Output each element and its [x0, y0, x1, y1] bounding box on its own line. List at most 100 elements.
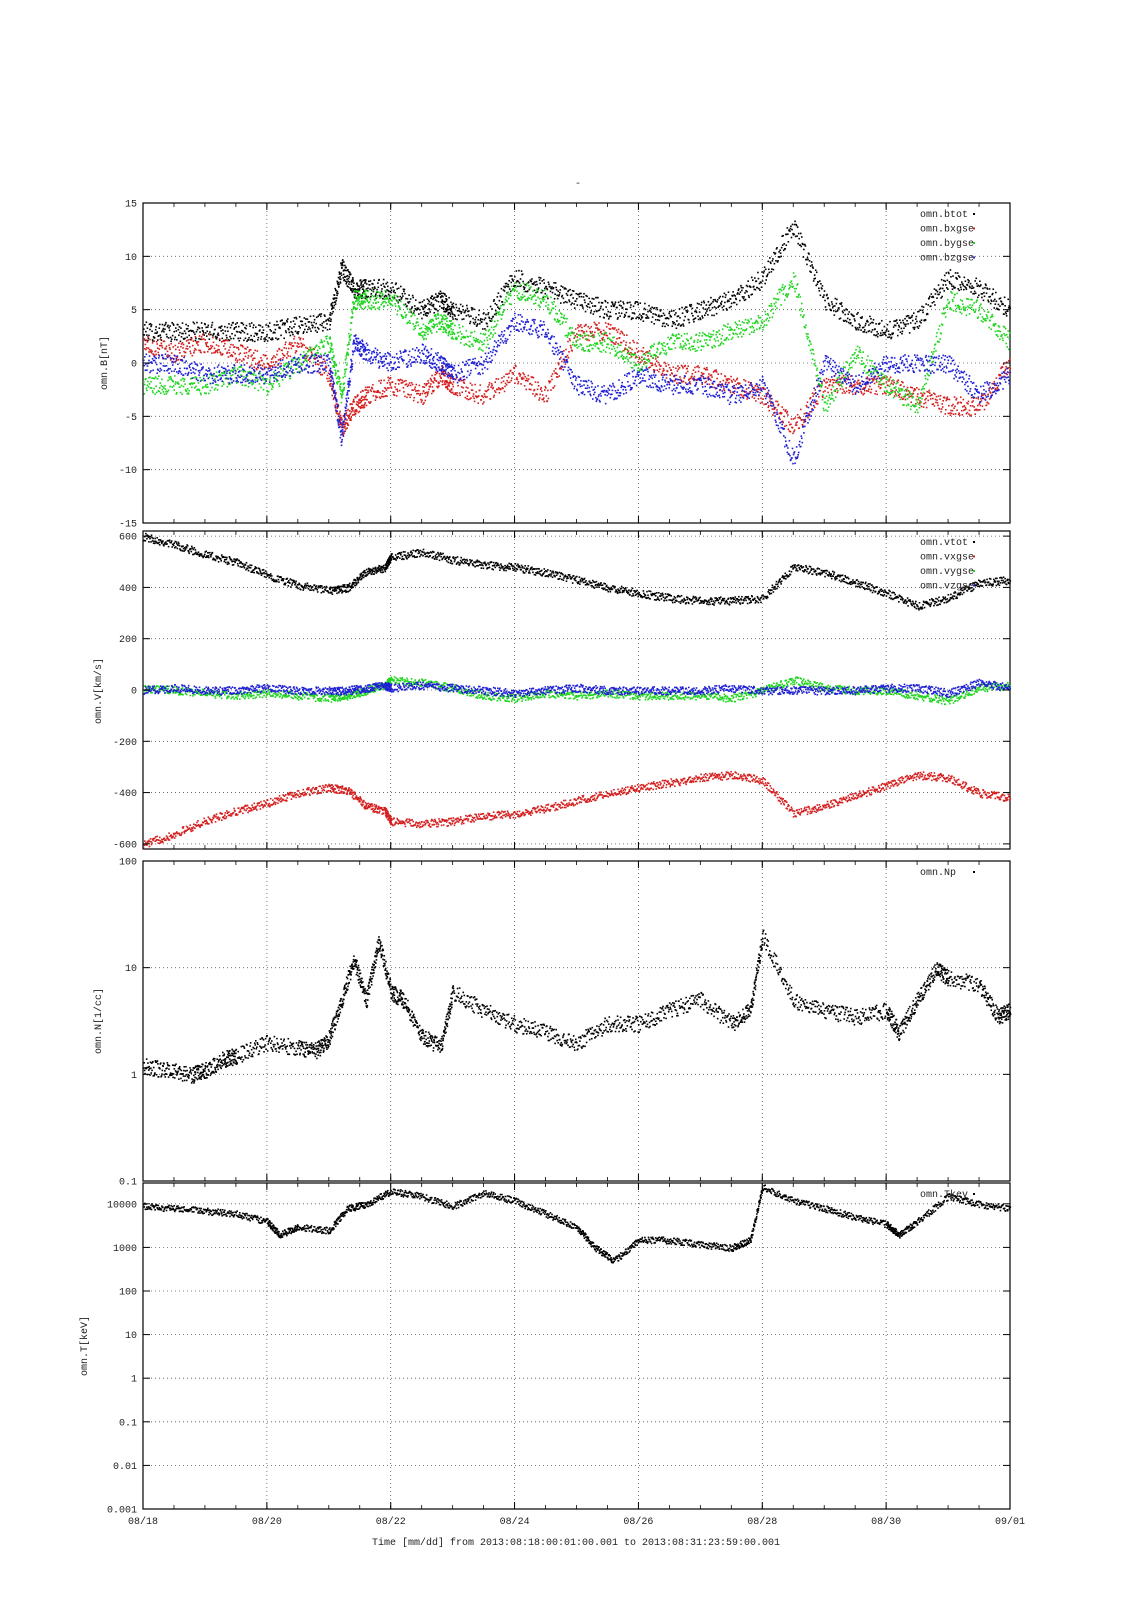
- point: [610, 315, 612, 318]
- point: [211, 352, 213, 354]
- point: [670, 315, 673, 318]
- point: [897, 328, 900, 331]
- point: [627, 350, 630, 352]
- point: [309, 360, 311, 363]
- point: [870, 318, 872, 320]
- point: [414, 386, 417, 389]
- point: [806, 263, 808, 266]
- point: [450, 306, 453, 309]
- point: [377, 282, 379, 284]
- point: [689, 381, 691, 383]
- point: [438, 328, 440, 331]
- point: [614, 355, 616, 357]
- point: [360, 406, 362, 408]
- point: [791, 223, 794, 226]
- point: [540, 302, 542, 304]
- point: [795, 224, 798, 227]
- point: [574, 300, 577, 302]
- point: [885, 381, 888, 383]
- point: [1004, 368, 1007, 371]
- point: [863, 389, 866, 392]
- point: [252, 357, 255, 360]
- point: [810, 271, 812, 273]
- point: [876, 335, 879, 338]
- point: [525, 377, 528, 380]
- point: [884, 333, 886, 335]
- point: [183, 378, 186, 381]
- point: [425, 338, 427, 340]
- point: [626, 352, 629, 355]
- point: [684, 306, 687, 308]
- point: [523, 286, 526, 289]
- point: [917, 310, 919, 313]
- point: [506, 300, 508, 303]
- point: [155, 340, 158, 343]
- point: [711, 306, 714, 309]
- point: [413, 310, 416, 312]
- point: [476, 340, 479, 343]
- point: [326, 328, 329, 331]
- point: [445, 325, 448, 327]
- point: [226, 385, 229, 388]
- point: [238, 331, 241, 333]
- point: [771, 408, 774, 410]
- point: [291, 331, 294, 334]
- point: [425, 331, 427, 334]
- point: [829, 379, 832, 381]
- point: [558, 367, 561, 370]
- point: [440, 301, 443, 303]
- point: [365, 283, 368, 285]
- point: [627, 358, 629, 361]
- point: [667, 346, 670, 349]
- point: [779, 411, 782, 414]
- point: [648, 359, 651, 362]
- point: [413, 388, 416, 391]
- point: [325, 320, 327, 322]
- point: [857, 328, 860, 331]
- point: [358, 288, 361, 290]
- point: [218, 338, 221, 340]
- point: [158, 344, 161, 347]
- point: [467, 398, 470, 401]
- point: [646, 317, 648, 319]
- point: [613, 328, 615, 330]
- point: [747, 280, 749, 282]
- point: [552, 307, 555, 310]
- point: [445, 381, 448, 384]
- point: [248, 336, 250, 339]
- point: [601, 337, 603, 340]
- point: [358, 300, 361, 303]
- point: [490, 318, 493, 320]
- point: [731, 381, 733, 383]
- point: [606, 301, 609, 304]
- point: [305, 346, 307, 349]
- point: [171, 357, 173, 360]
- point: [348, 341, 350, 344]
- point: [447, 324, 450, 327]
- point: [326, 341, 329, 343]
- point: [856, 327, 859, 329]
- point: [361, 303, 364, 305]
- point: [402, 288, 405, 291]
- point: [208, 348, 210, 351]
- point: [404, 383, 407, 386]
- point: [166, 325, 169, 328]
- point: [360, 397, 363, 399]
- point: [562, 297, 565, 300]
- point: [972, 397, 975, 400]
- point: [622, 358, 625, 360]
- point: [692, 314, 694, 317]
- point: [732, 378, 735, 381]
- point: [189, 338, 192, 341]
- point: [694, 371, 697, 373]
- point: [307, 321, 310, 323]
- point: [328, 337, 331, 339]
- point: [422, 330, 424, 333]
- point: [243, 359, 245, 361]
- point: [358, 402, 361, 404]
- point: [317, 352, 320, 354]
- point: [687, 379, 690, 381]
- point: [971, 285, 973, 287]
- point: [345, 368, 348, 370]
- point: [907, 389, 910, 392]
